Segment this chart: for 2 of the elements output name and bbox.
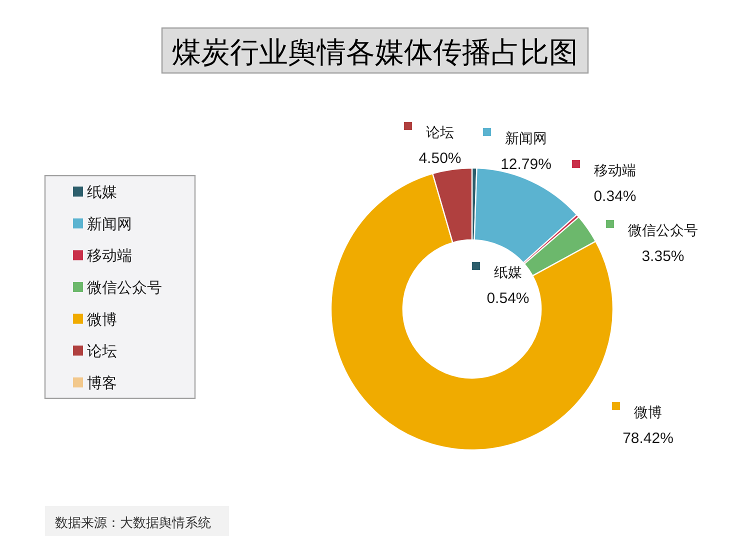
annotation: 数据来源：大数据舆情系统 xyxy=(55,515,211,530)
title: 煤炭行业舆情各媒体传播占比图 xyxy=(172,37,578,69)
